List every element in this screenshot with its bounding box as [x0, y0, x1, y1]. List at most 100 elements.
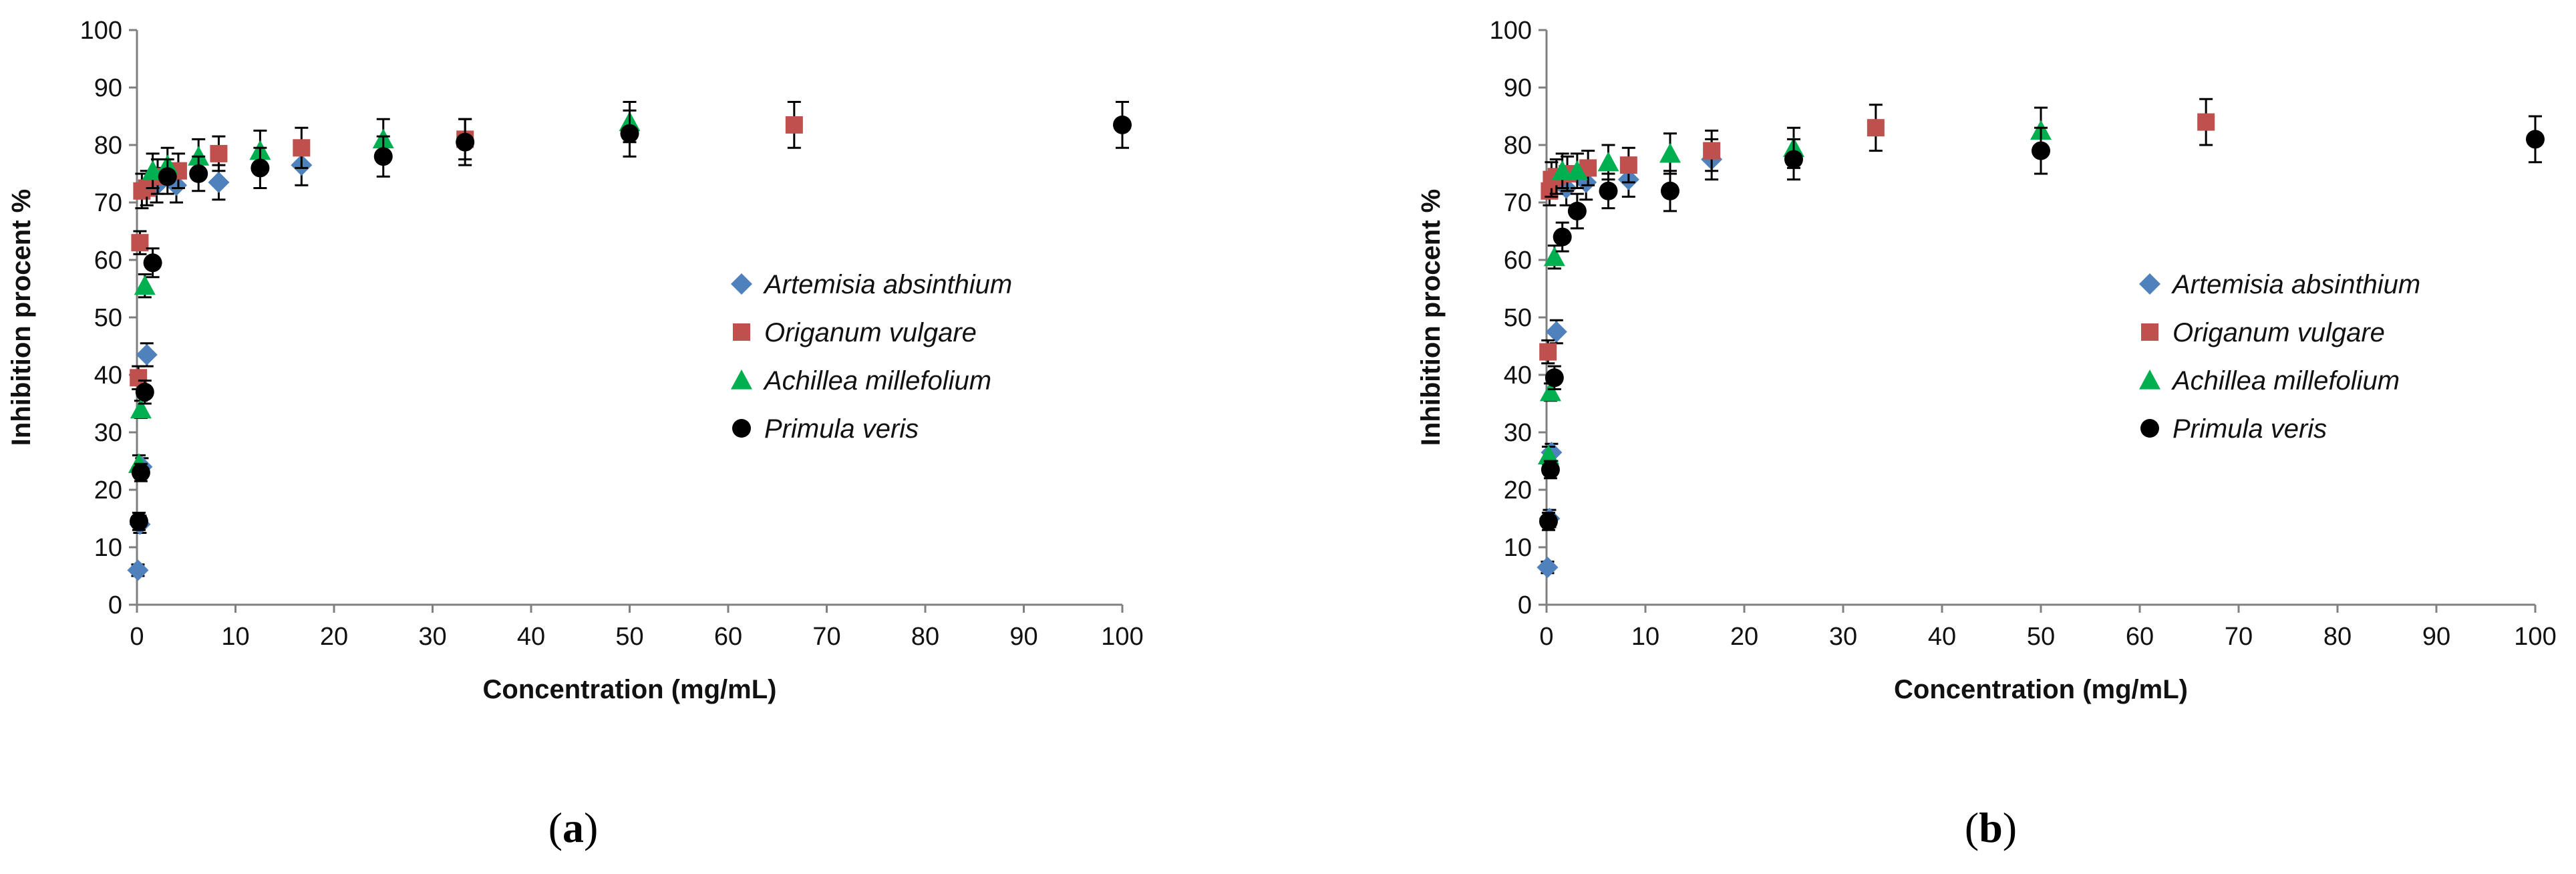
data-point — [1539, 381, 1561, 402]
panel-a-x-tick-label: 10 — [221, 623, 249, 651]
data-point — [189, 164, 208, 183]
panel-a-x-tick-label: 80 — [911, 623, 939, 651]
panel-b-x-tick-label: 40 — [1928, 623, 1956, 651]
panel-b-y-tick-label: 90 — [1504, 74, 1532, 102]
legend-marker-achillea-millefolium — [2139, 370, 2160, 390]
panel-a-y-tick-label: 80 — [94, 132, 122, 160]
data-point — [129, 512, 148, 531]
data-point — [1597, 151, 1619, 172]
legend-marker-origanum-vulgare — [2141, 323, 2158, 341]
panel-b-x-tick-label: 70 — [2225, 623, 2253, 651]
legend-marker-artemisia-absinthium — [2139, 273, 2160, 295]
legend-label-origanum-vulgare: Origanum vulgare — [764, 318, 977, 347]
panel-b-x-tick-label: 100 — [2514, 623, 2556, 651]
panel-a-x-tick-label: 0 — [130, 623, 144, 651]
panel-a: 0 10 20 30 40 50 60 70 80 90 100 0 10 20 30 40 50 60 70 80 9… — [7, 17, 1144, 851]
panel-a-label: (a) — [548, 804, 599, 851]
data-point — [1566, 160, 1588, 180]
panel-b-x-tick-label: 60 — [2126, 623, 2154, 651]
data-point — [1539, 512, 1558, 531]
panel-b-series-origanum-vulgare — [1539, 98, 2215, 365]
data-point — [456, 132, 475, 152]
data-point — [1567, 201, 1587, 221]
data-point — [1619, 156, 1637, 174]
legend-label-artemisia-absinthium: Artemisia absinthium — [763, 270, 1012, 299]
data-point — [1543, 246, 1565, 267]
data-point — [134, 275, 156, 295]
legend-label-achillea-millefolium: Achillea millefolium — [2171, 366, 2400, 396]
panel-a-series-primula-veris — [129, 101, 1132, 531]
panel-a-x-tick-label: 100 — [1101, 623, 1143, 651]
panel-b-series-achillea-millefolium — [1537, 106, 2052, 465]
data-point — [208, 171, 230, 193]
panel-a-x-tick-label: 60 — [714, 623, 742, 651]
data-point — [143, 253, 162, 273]
data-point — [135, 382, 154, 402]
data-point — [1784, 150, 1803, 169]
data-point — [131, 463, 150, 482]
legend-marker-primula-veris — [732, 419, 751, 438]
panel-b-x-tick-label: 90 — [2422, 623, 2450, 651]
data-point — [142, 160, 164, 180]
panel-b-x-tick-label: 0 — [1539, 623, 1553, 651]
panel-a-y-tick-label: 0 — [108, 591, 122, 619]
data-point — [620, 124, 639, 143]
panel-a-y-tick-label: 30 — [94, 419, 122, 447]
data-point — [1659, 142, 1681, 163]
panel-b-x-tick-label: 20 — [1730, 623, 1758, 651]
panel-a-y-tick-label: 70 — [94, 189, 122, 217]
panel-a-y-tick-label: 40 — [94, 361, 122, 390]
panel-a-x-tick-label: 50 — [615, 623, 643, 651]
panel-b-x-tick-label: 80 — [2323, 623, 2352, 651]
data-point — [210, 144, 228, 162]
panel-b-y-tick-label: 80 — [1504, 132, 1532, 160]
data-point — [1537, 444, 1559, 464]
panel-a-x-tick-label: 20 — [320, 623, 348, 651]
data-point — [1545, 321, 1567, 343]
data-point — [1551, 160, 1573, 180]
data-point — [1703, 142, 1721, 160]
data-point — [785, 116, 803, 134]
panel-a-y-axis-title: Inhibition procent % — [7, 189, 36, 446]
panel-b-label: (b) — [1965, 804, 2017, 851]
legend-marker-origanum-vulgare — [733, 323, 750, 341]
panel-b-y-tick-label: 70 — [1504, 189, 1532, 217]
panel-a-y-tick-label: 10 — [94, 534, 122, 562]
data-point — [2032, 141, 2050, 160]
data-point — [131, 234, 149, 252]
data-point — [1537, 557, 1559, 579]
data-point — [1661, 181, 1679, 200]
panel-b-y-tick-label: 0 — [1518, 591, 1532, 619]
legend-label-origanum-vulgare: Origanum vulgare — [2172, 318, 2385, 347]
data-point — [2197, 113, 2215, 131]
panel-b-x-tick-label: 10 — [1631, 623, 1659, 651]
legend-label-achillea-millefolium: Achillea millefolium — [763, 366, 991, 396]
panel-a-y-tick-label: 100 — [80, 17, 122, 45]
legend-label-primula-veris: Primula veris — [2172, 414, 2327, 444]
panel-a-x-tick-label: 40 — [517, 623, 545, 651]
panel-b: 0 10 20 30 40 50 60 70 80 90 100 0 10 20 30 40 50 60 70 80 9… — [1416, 17, 2557, 851]
data-point — [1599, 181, 1618, 200]
panel-b-y-tick-label: 50 — [1504, 304, 1532, 332]
data-point — [158, 167, 177, 186]
data-point — [1867, 119, 1885, 137]
legend-label-artemisia-absinthium: Artemisia absinthium — [2171, 270, 2420, 299]
panel-a-x-tick-label: 30 — [418, 623, 446, 651]
panel-b-y-tick-label: 30 — [1504, 419, 1532, 447]
panel-a-x-axis-title: Concentration (mg/mL) — [483, 675, 777, 704]
panel-b-series-primula-veris — [1539, 115, 2545, 531]
panel-a-series-artemisia-absinthium — [127, 144, 313, 581]
panel-b-x-tick-label: 30 — [1829, 623, 1857, 651]
data-point — [130, 398, 152, 419]
panel-a-y-tick-label: 50 — [94, 304, 122, 332]
data-point — [1553, 227, 1572, 247]
panel-b-x-axis-title: Concentration (mg/mL) — [1894, 675, 2188, 704]
legend-marker-primula-veris — [2140, 419, 2159, 438]
panel-a-y-tick-label: 20 — [94, 476, 122, 504]
panel-b-y-tick-label: 40 — [1504, 361, 1532, 390]
panel-a-legend: Artemisia absinthium Origanum vulgare Achi… — [731, 270, 1012, 444]
panel-b-series-artemisia-absinthium — [1537, 138, 1723, 579]
data-point — [1113, 115, 1132, 134]
data-point — [1545, 368, 1564, 388]
